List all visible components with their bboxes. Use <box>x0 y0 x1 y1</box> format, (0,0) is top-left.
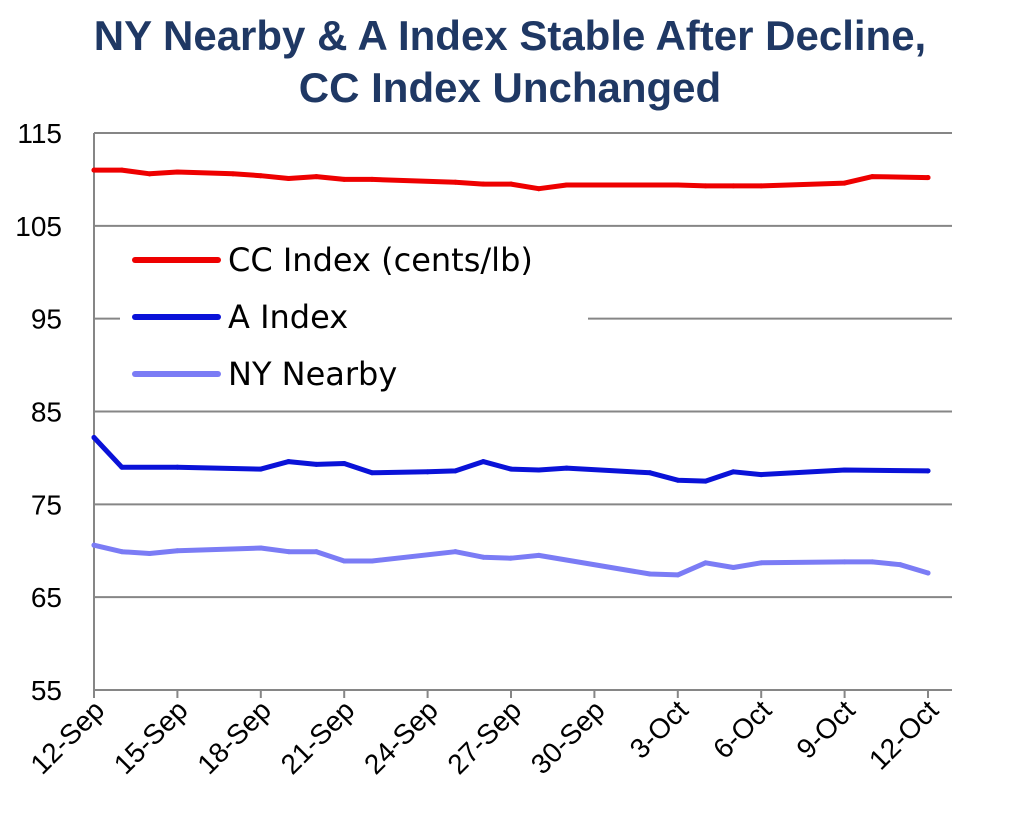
data-point <box>508 555 514 561</box>
data-point <box>174 464 180 470</box>
data-point <box>647 470 653 476</box>
data-point <box>119 549 125 555</box>
data-point <box>869 174 875 180</box>
data-point <box>147 171 153 177</box>
data-point <box>508 466 514 472</box>
data-point <box>369 470 375 476</box>
legend-label: NY Nearby <box>228 355 397 393</box>
data-point <box>480 554 486 560</box>
data-point <box>286 459 292 465</box>
data-point <box>925 570 931 576</box>
data-point <box>425 469 431 475</box>
data-point <box>730 183 736 189</box>
data-point <box>313 461 319 467</box>
data-point <box>258 466 264 472</box>
x-tick-label: 12-Oct <box>863 694 944 775</box>
y-tick-label: 115 <box>17 118 62 149</box>
data-point <box>842 559 848 565</box>
data-point <box>564 182 570 188</box>
y-tick-label: 55 <box>31 675 62 706</box>
data-point <box>174 169 180 175</box>
data-point <box>730 564 736 570</box>
data-point <box>480 459 486 465</box>
data-point <box>452 468 458 474</box>
data-point <box>341 460 347 466</box>
data-point <box>91 542 97 548</box>
data-point <box>758 560 764 566</box>
data-point <box>869 559 875 565</box>
data-point <box>452 179 458 185</box>
data-point <box>647 571 653 577</box>
data-point <box>842 180 848 186</box>
x-tick-label: 21-Sep <box>275 694 361 780</box>
data-point <box>286 175 292 181</box>
x-tick-label: 30-Sep <box>525 694 611 780</box>
x-tick-label: 9-Oct <box>791 694 861 764</box>
chart-title-line-2: CC Index Unchanged <box>298 64 722 111</box>
data-point <box>258 545 264 551</box>
chart-title-line-1: NY Nearby & A Index Stable After Decline… <box>93 12 927 59</box>
y-tick-label: 105 <box>15 211 62 242</box>
x-tick-label: 3-Oct <box>624 694 694 764</box>
series-ny-nearby <box>91 542 931 578</box>
data-point <box>369 176 375 182</box>
chart-title: NY Nearby & A Index Stable After Decline… <box>0 10 1020 114</box>
data-point <box>91 434 97 440</box>
data-point <box>758 472 764 478</box>
x-tick-label: 6-Oct <box>707 694 777 764</box>
x-tick-label: 15-Sep <box>108 694 194 780</box>
data-point <box>897 562 903 568</box>
series-line <box>91 435 931 484</box>
data-point <box>91 167 97 173</box>
data-point <box>536 186 542 192</box>
series-line <box>91 542 931 578</box>
x-tick-label: 24-Sep <box>358 694 444 780</box>
y-tick-label: 95 <box>31 304 62 335</box>
data-point <box>369 558 375 564</box>
data-point <box>508 181 514 187</box>
data-point <box>313 549 319 555</box>
data-point <box>675 572 681 578</box>
data-point <box>258 173 264 179</box>
data-point <box>119 464 125 470</box>
data-point <box>230 171 236 177</box>
data-point <box>147 551 153 557</box>
legend-label: A Index <box>228 298 348 336</box>
data-point <box>730 469 736 475</box>
data-point <box>119 167 125 173</box>
data-point <box>341 176 347 182</box>
y-tick-label: 65 <box>31 582 62 613</box>
data-point <box>675 477 681 483</box>
data-point <box>925 468 931 474</box>
data-point <box>452 549 458 555</box>
data-point <box>536 467 542 473</box>
data-point <box>286 549 292 555</box>
series-a-index <box>91 434 931 484</box>
data-point <box>758 183 764 189</box>
data-point <box>925 175 931 181</box>
series-line <box>91 167 931 192</box>
data-point <box>703 560 709 566</box>
data-point <box>703 183 709 189</box>
data-point <box>675 182 681 188</box>
data-point <box>842 467 848 473</box>
data-point <box>536 552 542 558</box>
x-tick-label: 18-Sep <box>191 694 277 780</box>
x-tick-label: 27-Sep <box>441 694 527 780</box>
data-point <box>341 558 347 564</box>
y-tick-label: 85 <box>31 397 62 428</box>
data-point <box>564 465 570 471</box>
data-point <box>480 181 486 187</box>
data-point <box>703 478 709 484</box>
legend: CC Index (cents/lb) A Index NY Nearby <box>120 232 588 402</box>
series-cc-index-cents-lb <box>91 167 931 192</box>
legend-label: CC Index (cents/lb) <box>228 241 533 279</box>
y-tick-label: 75 <box>31 489 62 520</box>
data-point <box>313 174 319 180</box>
data-point <box>174 548 180 554</box>
x-tick-label: 12-Sep <box>24 694 110 780</box>
